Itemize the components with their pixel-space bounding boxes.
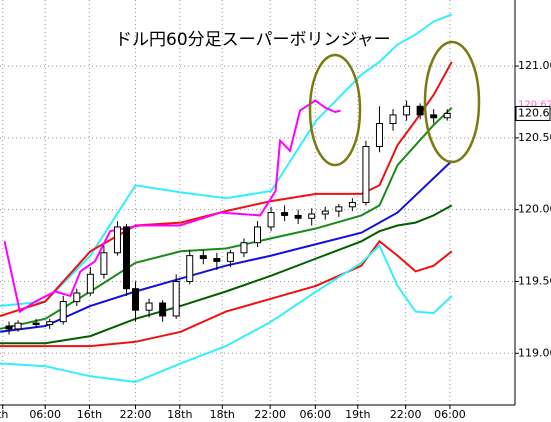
candle-body	[294, 214, 302, 219]
candle-body	[348, 202, 356, 208]
x-tick-label: 22:00	[120, 408, 152, 421]
axes: 119.00 119.50 120.00 120.50 121.00 th 06:00 16t…	[0, 59, 551, 421]
candle-body	[159, 302, 167, 317]
band-line	[0, 160, 453, 333]
x-tick-label: 18th	[167, 408, 192, 421]
band-line	[0, 239, 453, 348]
candle-body	[430, 114, 438, 119]
candle-body	[226, 252, 234, 262]
candle-body	[362, 145, 370, 204]
candle-body	[416, 105, 424, 116]
chart-title: ドル円60分足スーパーボリンジャー	[115, 30, 391, 50]
x-tick-label: 06:00	[29, 408, 61, 421]
x-tick-label: 19th	[345, 408, 370, 421]
candle-body	[59, 301, 67, 323]
candle-body	[5, 325, 13, 330]
x-tick-label: 22:00	[390, 408, 422, 421]
candle-body	[389, 114, 397, 125]
candle-body	[100, 252, 108, 275]
candle-body	[14, 322, 22, 330]
y-tick-label: 121.00	[518, 59, 551, 72]
candle-body	[240, 242, 248, 254]
candle-body	[132, 288, 140, 311]
highlight-ellipse	[308, 53, 362, 167]
candle-body	[321, 210, 329, 215]
candle-body	[172, 280, 180, 317]
candle-body	[213, 258, 221, 262]
y-tick-label: 120.00	[518, 203, 551, 216]
x-tick-label: 22:00	[254, 408, 286, 421]
candle-body	[267, 212, 275, 228]
x-tick-label: th	[0, 408, 8, 421]
x-tick-label: 16th	[77, 408, 102, 421]
candle-body	[32, 322, 40, 326]
y-tick-label: 120.50	[518, 131, 551, 144]
band-line	[0, 243, 453, 384]
bands	[0, 13, 453, 384]
band-line	[3, 99, 341, 314]
x-tick-label: 18th	[210, 408, 235, 421]
candle-body	[186, 255, 194, 282]
y-tick-label: 119.50	[518, 274, 551, 287]
highlight-ellipse	[423, 40, 481, 164]
candle-body	[281, 212, 289, 216]
last-price-pink: 120.670	[518, 99, 551, 110]
candle-body	[113, 226, 121, 254]
candle-body	[443, 112, 451, 119]
candle-body	[73, 292, 81, 303]
band-line	[0, 13, 453, 307]
candles	[5, 100, 451, 335]
band-line	[0, 106, 453, 330]
x-tick-label: 06:00	[434, 408, 466, 421]
x-tick-label: 06:00	[299, 408, 331, 421]
y-tick-label: 119.00	[518, 346, 551, 359]
band-line	[0, 204, 453, 345]
candle-body	[199, 255, 207, 260]
candle-body	[335, 206, 343, 212]
last-price-label: 120.67	[518, 106, 551, 119]
candle-body	[86, 273, 94, 294]
candle-body	[308, 213, 316, 219]
candle-body	[403, 105, 411, 116]
last-price-box	[515, 105, 551, 121]
candle-body	[122, 226, 130, 290]
band-line	[0, 61, 453, 317]
candle-body	[46, 321, 54, 326]
candle-body	[375, 123, 383, 147]
candle-body	[254, 226, 261, 244]
candle-body	[145, 302, 153, 311]
